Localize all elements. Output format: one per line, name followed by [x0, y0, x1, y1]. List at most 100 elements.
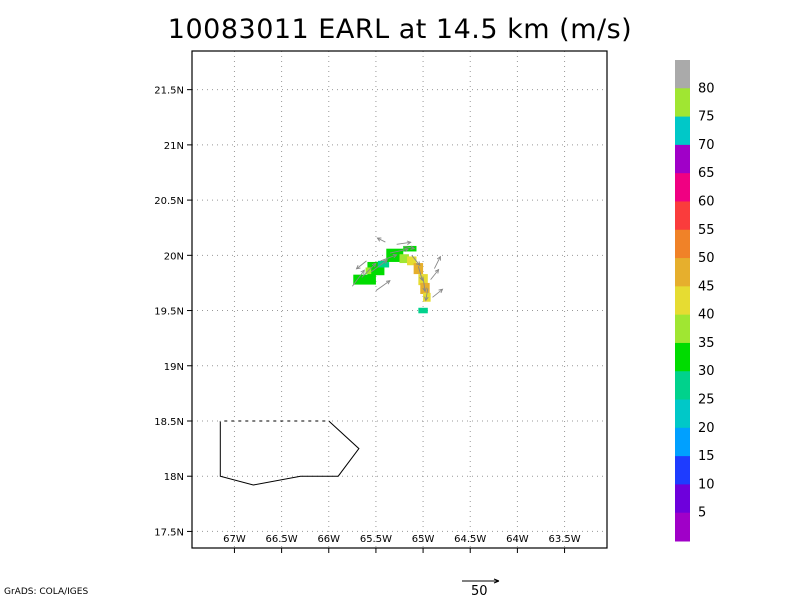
wind-vectors [351, 237, 444, 302]
colorbar-label: 55 [698, 223, 715, 238]
wind-vector-head [410, 245, 416, 251]
wind-vector-head [422, 287, 427, 293]
wind-vector-shaft [433, 256, 441, 269]
gridlines [187, 51, 607, 553]
wind-vector [430, 268, 440, 280]
wind-cell [399, 254, 409, 264]
wind-cell [353, 274, 376, 285]
wind-vector [396, 240, 412, 245]
wind-vector-head [415, 261, 421, 267]
wind-vector-shaft [351, 269, 365, 287]
colorbar-swatch [675, 371, 690, 401]
wind-vector-head [434, 268, 440, 274]
wind-vector [389, 247, 410, 254]
lon-tick-label: 65.5W [360, 534, 392, 545]
longitude-labels: 67W 66.5W 66W 65.5W 65W 64.5W 64W 63.5W [223, 534, 581, 545]
colorbar-label: 20 [698, 421, 715, 436]
colorbar-label: 40 [698, 308, 715, 323]
colorbar-swatch [675, 399, 690, 429]
wind-vector [433, 255, 441, 269]
wind-cell [418, 307, 428, 314]
wind-vector [351, 269, 365, 287]
colorbar-swatch [675, 88, 690, 118]
lat-tick-label: 21.5N [154, 86, 184, 97]
colorbar-label: 50 [698, 251, 715, 266]
wind-vector [422, 277, 427, 293]
wind-vector-head [371, 262, 377, 268]
wind-cell [403, 245, 417, 252]
colorbar-swatch [675, 314, 690, 344]
colorbar-swatch [675, 173, 690, 202]
coastline-path [219, 420, 360, 486]
colorbar-swatch [675, 286, 690, 316]
lon-tick-label: 64.5W [454, 534, 486, 545]
colorbar-swatch [675, 456, 690, 485]
lat-tick-label: 17.5N [154, 527, 184, 538]
lon-tick-label: 66W [317, 534, 340, 545]
wind-vector-shaft [361, 263, 377, 278]
map-title: 10083011 EARL at 14.5 km (m/s) [167, 14, 633, 45]
lat-tick-label: 20.5N [154, 196, 184, 207]
wind-vector [361, 262, 377, 278]
colorbar: 80 75 70 65 60 55 50 45 40 35 30 25 20 15 10 5 [675, 60, 715, 542]
colorbar-swatch [675, 201, 690, 231]
colorbar-label: 45 [698, 279, 715, 294]
wind-vector [432, 288, 444, 298]
wind-vector-head [355, 265, 361, 270]
wind-vector-shaft [411, 255, 421, 266]
wind-vector-head [406, 240, 412, 245]
wind-vector-shaft [375, 280, 391, 292]
colorbar-swatch [675, 512, 690, 542]
colorbar-swatch [675, 342, 690, 372]
lat-tick-label: 19.5N [154, 307, 184, 318]
lat-tick-label: 18.5N [154, 417, 184, 428]
vector-reference-arrow [462, 578, 500, 584]
colorbar-swatch [675, 258, 690, 287]
lon-tick-label: 65W [412, 534, 435, 545]
colorbar-swatch [675, 484, 690, 514]
vector-reference-label: 50 [471, 584, 488, 599]
wind-vector-shaft [417, 266, 423, 281]
colorbar-label: 70 [698, 138, 715, 153]
wind-speed-cells [353, 245, 431, 314]
wind-vector-shaft [396, 241, 411, 245]
wind-vector [411, 255, 421, 267]
wind-vector [375, 280, 391, 292]
wind-vector [376, 237, 386, 243]
wind-vector [404, 245, 416, 251]
map-frame [191, 50, 608, 549]
lon-tick-label: 66.5W [266, 534, 298, 545]
colorbar-swatch [675, 144, 690, 174]
colorbar-label: 15 [698, 449, 715, 464]
colorbar-label: 35 [698, 336, 715, 351]
wind-vector-head [392, 253, 398, 259]
colorbar-label: 80 [698, 81, 715, 96]
lat-tick-label: 20N [164, 251, 184, 262]
wind-vector-head [404, 247, 410, 253]
wind-cell [423, 292, 431, 302]
wind-vector [370, 259, 389, 273]
colorbar-label: 75 [698, 110, 715, 125]
wind-vector-shaft [380, 254, 397, 262]
wind-vector-shaft [370, 259, 388, 273]
wind-vector-shaft [432, 288, 443, 298]
colorbar-label: 30 [698, 364, 715, 379]
colorbar-swatch [675, 229, 690, 259]
lon-tick-label: 63.5W [548, 534, 580, 545]
lat-tick-label: 18N [164, 472, 184, 483]
wind-vector [355, 260, 367, 270]
wind-vector [380, 253, 398, 262]
wind-vector-shaft [430, 269, 439, 280]
colorbar-label: 25 [698, 393, 715, 408]
colorbar-label: 10 [698, 477, 715, 492]
wind-vector-head [383, 259, 389, 264]
lat-tick-label: 21N [164, 141, 184, 152]
wind-vector-shaft [422, 277, 426, 292]
lat-tick-label: 19N [164, 362, 184, 373]
wind-vector-head [438, 288, 444, 294]
wind-vector-shaft [377, 237, 386, 243]
wind-vector-shaft [404, 246, 415, 249]
wind-vector-shaft [356, 260, 367, 270]
colorbar-label: 5 [698, 506, 706, 521]
